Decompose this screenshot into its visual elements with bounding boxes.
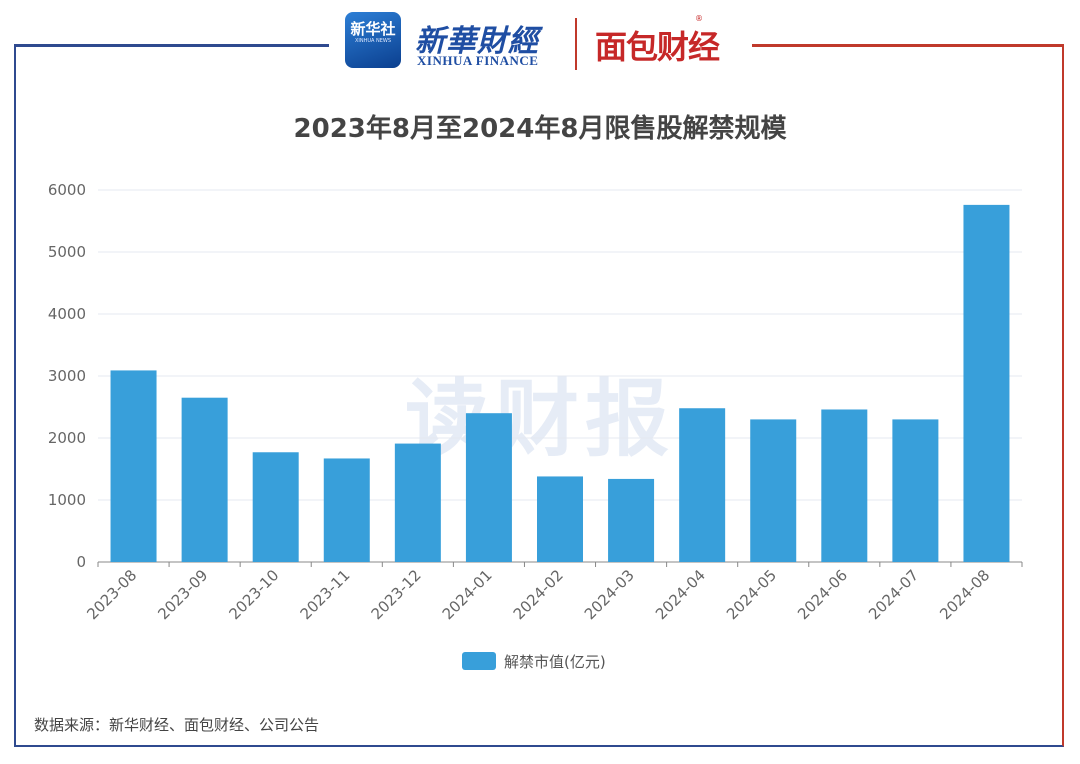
y-tick-label: 0 (76, 553, 86, 571)
x-tick-label: 2023-12 (368, 566, 425, 623)
frame-top-right-line (752, 44, 1064, 47)
registered-mark: ® (695, 14, 703, 23)
bar (750, 419, 797, 562)
chart-frame (14, 45, 1064, 747)
x-tick-label: 2024-03 (581, 566, 638, 623)
header-logos: 新华社 XINHUA NEWS 新華財經 XINHUA FINANCE 面包财经… (345, 8, 740, 74)
xinhua-finance-logo-cn: 新華財經 (415, 24, 539, 59)
xinhua-news-logo: 新华社 XINHUA NEWS (345, 12, 401, 68)
bar (252, 452, 299, 562)
legend-swatch (462, 652, 496, 670)
x-tick-label: 2023-11 (297, 566, 354, 623)
bar (323, 458, 370, 562)
y-tick-label: 2000 (48, 429, 86, 447)
bar (110, 370, 157, 562)
x-tick-label: 2024-02 (510, 566, 567, 623)
bar (181, 397, 228, 562)
x-tick-label: 2024-07 (865, 566, 922, 623)
y-tick-label: 4000 (48, 305, 86, 323)
y-tick-label: 1000 (48, 491, 86, 509)
bar (821, 409, 868, 562)
chart-title: 2023年8月至2024年8月限售股解禁规模 (293, 114, 787, 144)
bar (892, 419, 939, 562)
x-tick-label: 2023-10 (225, 566, 282, 623)
frame-top-left-line (14, 44, 329, 47)
bar (608, 478, 655, 562)
y-tick-label: 3000 (48, 367, 86, 385)
bar (679, 408, 726, 562)
x-tick-label: 2023-08 (83, 566, 140, 623)
x-tick-label: 2024-06 (794, 566, 851, 623)
chart-legend: 解禁市值(亿元) (462, 650, 606, 672)
y-tick-label: 5000 (48, 243, 86, 261)
mianbao-finance-logo: 面包财经 (595, 28, 720, 66)
x-tick-label: 2024-01 (439, 566, 496, 623)
bar (394, 443, 441, 562)
logo-divider (575, 18, 577, 70)
x-tick-label: 2024-05 (723, 566, 780, 623)
watermark: 读财报 (405, 370, 676, 468)
y-tick-label: 6000 (48, 181, 86, 199)
bar (465, 413, 512, 562)
bar (963, 204, 1010, 562)
x-tick-label: 2024-04 (652, 566, 709, 623)
x-tick-label: 2024-08 (936, 566, 993, 623)
legend-label: 解禁市值(亿元) (504, 652, 606, 671)
x-tick-label: 2023-09 (154, 566, 211, 623)
xinhua-news-logo-text: 新华社 (350, 20, 396, 38)
xinhua-news-logo-subtext: XINHUA NEWS (354, 38, 392, 44)
data-source-note: 数据来源：新华财经、面包财经、公司公告 (34, 716, 320, 734)
xinhua-finance-logo-en: XINHUA FINANCE (417, 53, 539, 68)
bar (537, 476, 583, 562)
